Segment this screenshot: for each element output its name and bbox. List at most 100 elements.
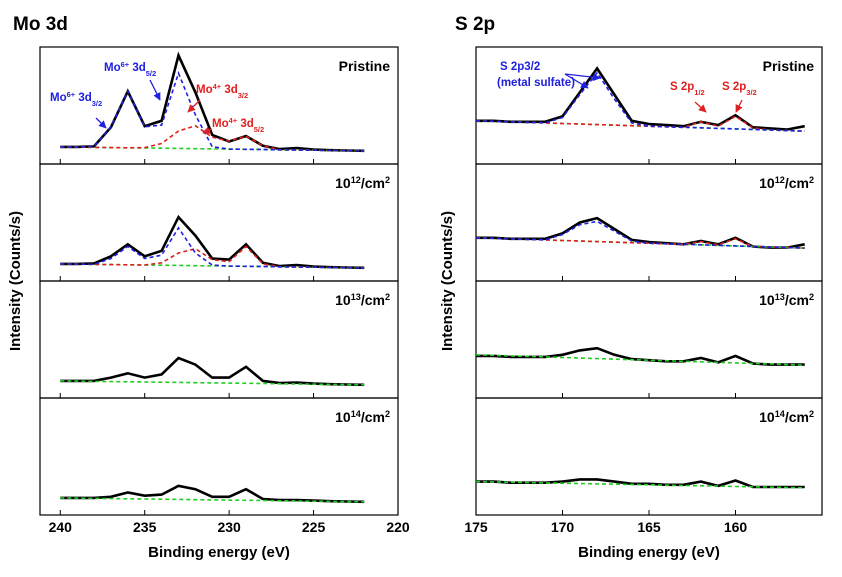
panel-label: Pristine <box>763 58 815 74</box>
x-tick-label: 240 <box>49 519 73 535</box>
annotation-part: S 2p3/2 <box>500 61 540 73</box>
y-axis-label: Intensity (Counts/s) <box>439 211 456 351</box>
panel-label-part: Pristine <box>763 58 815 74</box>
spectrum <box>60 484 365 504</box>
spectrum <box>60 214 365 270</box>
annotation: S 2p3/2 <box>722 81 757 97</box>
fit-component <box>475 354 805 366</box>
annotation-part: 4+ <box>229 116 238 125</box>
panel-label-part: /cm <box>785 292 809 308</box>
annotation: S 2p1/2 <box>670 81 705 97</box>
x-tick-label: 235 <box>133 519 157 535</box>
fit-component <box>60 70 365 152</box>
annotation-part: 3/2 <box>746 88 756 97</box>
panel-label-part: 2 <box>385 175 390 185</box>
chart-title: Mo 3d <box>13 14 68 35</box>
annotation-part: Mo <box>104 62 121 74</box>
annotation: Mo6+ 3d3/2 <box>50 90 102 108</box>
y-axis-label: Intensity (Counts/s) <box>7 211 24 351</box>
x-axis-label: Binding energy (eV) <box>148 544 290 561</box>
annotation-part: 3/2 <box>238 91 248 100</box>
panel-label: 1014/cm2 <box>759 409 814 425</box>
fit-component <box>475 115 805 132</box>
x-tick-label: 165 <box>637 519 661 535</box>
panel-label-part: 10 <box>759 175 775 191</box>
annotation: (metal sulfate) <box>497 77 575 89</box>
x-tick-label: 230 <box>217 519 241 535</box>
annotation-part: 3/2 <box>92 99 102 108</box>
panel-label: 1013/cm2 <box>335 292 390 308</box>
panel-label-part: 12 <box>351 175 361 185</box>
panel-label-part: 2 <box>809 409 814 419</box>
annotation-part: 3d <box>129 62 146 74</box>
x-tick-label: 170 <box>551 519 575 535</box>
annotation-part: Mo <box>212 118 229 130</box>
panel-label-part: 10 <box>335 409 351 425</box>
annotation-part: 3d <box>237 118 254 130</box>
panel-label-part: 2 <box>385 409 390 419</box>
annotation: S 2p3/2 <box>500 61 540 73</box>
panel-label-part: 2 <box>385 292 390 302</box>
annotation-part: S 2p <box>670 81 694 93</box>
panel-label-part: Pristine <box>339 58 391 74</box>
panel-label-part: 2 <box>809 175 814 185</box>
panel-label-part: 10 <box>759 292 775 308</box>
annotation-part: 6+ <box>67 90 76 99</box>
spectrum <box>476 478 805 489</box>
fit-component <box>60 497 365 503</box>
fit-component <box>475 480 805 489</box>
x-tick-label: 175 <box>464 519 488 535</box>
panel-label: 1012/cm2 <box>759 175 814 191</box>
panel-label-part: 10 <box>335 292 351 308</box>
panel-label-part: 12 <box>775 175 785 185</box>
fit-component <box>475 220 805 249</box>
panel-label-part: /cm <box>785 175 809 191</box>
panel-label-part: 13 <box>351 292 361 302</box>
x-axis-label: Binding energy (eV) <box>578 544 720 561</box>
arrow <box>564 73 601 82</box>
panel-label-part: /cm <box>361 409 385 425</box>
arrow <box>149 79 161 101</box>
panel-label: 1014/cm2 <box>335 409 390 425</box>
x-tick-label: 220 <box>386 519 410 535</box>
arrow <box>202 126 213 134</box>
arrow <box>694 101 707 113</box>
panel-label-part: 2 <box>809 292 814 302</box>
annotation-part: (metal sulfate) <box>497 77 575 89</box>
panel-label: 1012/cm2 <box>335 175 390 191</box>
fit-component <box>60 226 365 269</box>
panel-label-part: 10 <box>759 409 775 425</box>
annotation-part: 3d <box>221 84 238 96</box>
annotation-part: 5/2 <box>254 125 264 134</box>
panel-label-part: /cm <box>361 292 385 308</box>
x-tick-label: 160 <box>724 519 748 535</box>
annotation-part: 1/2 <box>694 88 704 97</box>
panel-label-part: 14 <box>775 409 786 419</box>
fit-component <box>475 237 805 249</box>
annotation: Mo6+ 3d5/2 <box>104 60 156 78</box>
annotation: Mo4+ 3d5/2 <box>212 116 264 134</box>
fit-component <box>60 380 365 386</box>
panel-label: 1013/cm2 <box>759 292 814 308</box>
annotation-part: 6+ <box>121 60 130 69</box>
annotation-part: S 2p <box>722 81 746 93</box>
fit-component <box>475 71 805 132</box>
arrow <box>735 99 743 113</box>
panel-label: Pristine <box>339 58 391 74</box>
arrow <box>95 117 107 129</box>
panel-label-part: 14 <box>351 409 362 419</box>
arrow <box>564 73 589 89</box>
arrow <box>187 99 201 113</box>
annotation-part: 3d <box>75 92 92 104</box>
panel-label-part: /cm <box>785 409 809 425</box>
annotation-part: Mo <box>196 84 213 96</box>
x-tick-label: 225 <box>302 519 326 535</box>
panel-label-part: 13 <box>775 292 785 302</box>
annotation-part: 4+ <box>213 82 222 91</box>
panel-frame <box>39 397 399 516</box>
annotation: Mo4+ 3d3/2 <box>196 82 248 100</box>
annotation-part: 5/2 <box>146 69 156 78</box>
panel-label-part: /cm <box>361 175 385 191</box>
annotation-part: Mo <box>50 92 67 104</box>
